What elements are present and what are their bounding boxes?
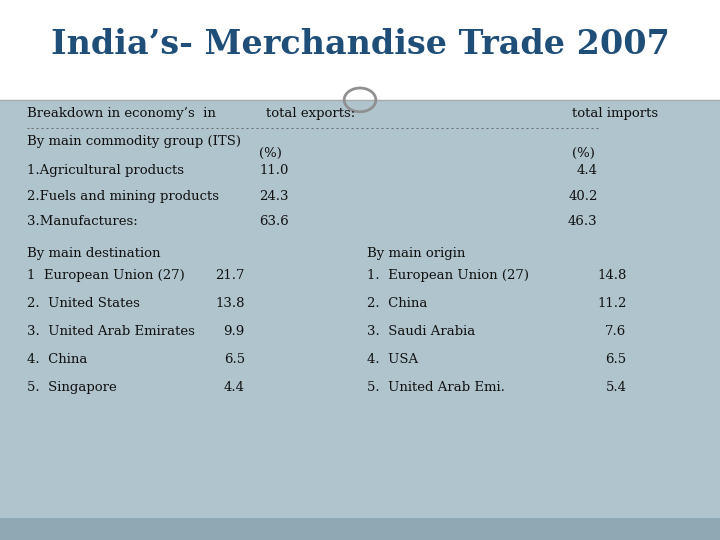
FancyBboxPatch shape	[0, 0, 720, 100]
Text: 5.  Singapore: 5. Singapore	[27, 381, 117, 394]
Text: 1  European Union (27): 1 European Union (27)	[27, 269, 185, 282]
Text: By main commodity group (ITS): By main commodity group (ITS)	[27, 135, 241, 148]
Text: 24.3: 24.3	[259, 190, 289, 202]
Text: --------------------------------------------------------------------------------: ----------------------------------------…	[25, 124, 600, 133]
FancyBboxPatch shape	[0, 518, 720, 540]
Text: 5.4: 5.4	[606, 381, 626, 394]
Text: 1.  European Union (27): 1. European Union (27)	[367, 269, 529, 282]
Text: 4.  China: 4. China	[27, 353, 88, 366]
Text: 2.  United States: 2. United States	[27, 297, 140, 310]
Text: 11.0: 11.0	[259, 164, 289, 177]
Text: 40.2: 40.2	[568, 190, 598, 202]
Text: 11.2: 11.2	[597, 297, 626, 310]
Text: 4.4: 4.4	[577, 164, 598, 177]
Text: 2.Fuels and mining products: 2.Fuels and mining products	[27, 190, 220, 202]
Text: 4.  USA: 4. USA	[367, 353, 418, 366]
Text: Breakdown in economy’s  in: Breakdown in economy’s in	[27, 107, 216, 120]
Text: By main destination: By main destination	[27, 247, 161, 260]
Text: 13.8: 13.8	[215, 297, 245, 310]
Text: 3.  Saudi Arabia: 3. Saudi Arabia	[367, 325, 475, 338]
Text: 63.6: 63.6	[259, 215, 289, 228]
Text: 4.4: 4.4	[224, 381, 245, 394]
Text: 7.6: 7.6	[605, 325, 626, 338]
Text: 1.Agricultural products: 1.Agricultural products	[27, 164, 184, 177]
Text: (%): (%)	[259, 147, 282, 160]
Text: 14.8: 14.8	[597, 269, 626, 282]
Text: total exports:: total exports:	[266, 107, 356, 120]
Text: 6.5: 6.5	[224, 353, 245, 366]
Text: 9.9: 9.9	[223, 325, 245, 338]
Text: 2.  China: 2. China	[367, 297, 428, 310]
Text: 3.Manufactures:: 3.Manufactures:	[27, 215, 138, 228]
Text: 5.  United Arab Emi.: 5. United Arab Emi.	[367, 381, 505, 394]
Text: 6.5: 6.5	[606, 353, 626, 366]
Text: (%): (%)	[572, 147, 595, 160]
Text: total imports: total imports	[572, 107, 659, 120]
Text: 21.7: 21.7	[215, 269, 245, 282]
Text: 46.3: 46.3	[568, 215, 598, 228]
Text: 3.  United Arab Emirates: 3. United Arab Emirates	[27, 325, 195, 338]
Text: India’s- Merchandise Trade 2007: India’s- Merchandise Trade 2007	[50, 28, 670, 61]
Text: By main origin: By main origin	[367, 247, 466, 260]
